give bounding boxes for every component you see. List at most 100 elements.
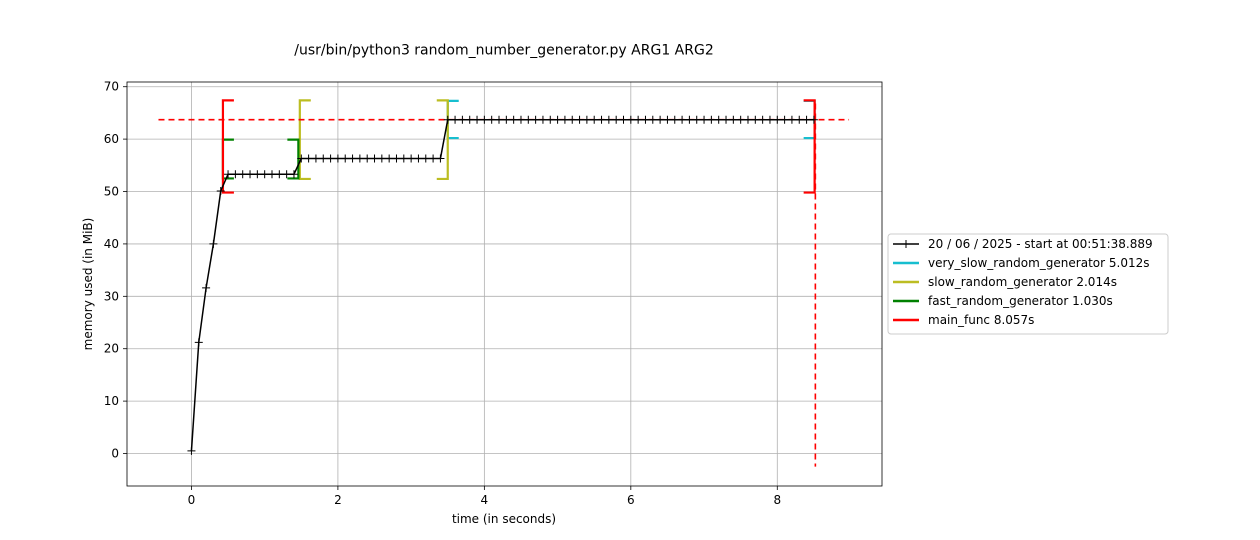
memory-sample-point	[524, 115, 533, 124]
memory-sample-point	[582, 115, 591, 124]
memory-sample-point	[187, 446, 196, 455]
memory-sample-point	[297, 154, 306, 163]
memory-sample-point	[246, 170, 255, 179]
memory-sample-point	[473, 115, 482, 124]
memory-sample-point	[641, 115, 650, 124]
memory-sample-point	[692, 115, 701, 124]
memory-sample-point	[282, 170, 291, 179]
memory-sample-point	[311, 154, 320, 163]
memory-sample-point	[604, 115, 613, 124]
legend-label: main_func 8.057s	[928, 313, 1034, 327]
x-tick-label: 4	[481, 493, 489, 507]
memory-sample-point	[685, 115, 694, 124]
memory-sample-point	[634, 115, 643, 124]
plot-frame	[126, 81, 883, 487]
memory-sample-point	[707, 115, 716, 124]
memory-sample-point	[341, 154, 350, 163]
memory-sample-point	[451, 115, 460, 124]
memory-sample-point	[194, 338, 203, 347]
bracket-start-1	[298, 99, 311, 181]
memory-sample-point	[670, 115, 679, 124]
memory-sample-point	[465, 115, 474, 124]
memory-sample-point	[546, 115, 555, 124]
memory-sample-point	[648, 115, 657, 124]
memory-sample-point	[714, 115, 723, 124]
memory-sample-point	[209, 239, 218, 248]
memory-sample-point	[326, 154, 335, 163]
memory-sample-point	[480, 115, 489, 124]
y-tick-label: 0	[111, 447, 119, 461]
memory-sample-point	[597, 115, 606, 124]
memory-sample-point	[487, 115, 496, 124]
memory-sample-point	[568, 115, 577, 124]
memory-sample-point	[700, 115, 709, 124]
y-tick-label: 50	[104, 185, 119, 199]
memory-sample-point	[348, 154, 357, 163]
memory-sample-point	[495, 115, 504, 124]
y-tick-label: 70	[104, 80, 119, 94]
grid	[127, 82, 882, 486]
memory-sample-point	[516, 115, 525, 124]
memory-sample-point	[231, 170, 240, 179]
y-tick-label: 30	[104, 289, 119, 303]
memory-sample-point	[722, 115, 731, 124]
memory-sample-point	[626, 115, 635, 124]
memory-sample-point	[267, 170, 276, 179]
memory-sample-point	[773, 115, 782, 124]
legend-label: slow_random_generator 2.014s	[928, 275, 1117, 289]
memory-sample-point	[678, 115, 687, 124]
memory-sample-point	[751, 115, 760, 124]
x-tick-label: 8	[773, 493, 781, 507]
memory-sample-point	[802, 115, 811, 124]
plot-data	[158, 99, 850, 467]
memory-sample-point	[729, 115, 738, 124]
memory-sample-point	[538, 115, 547, 124]
memory-sample-point	[780, 115, 789, 124]
y-tick-label: 60	[104, 132, 119, 146]
memory-sample-point	[319, 154, 328, 163]
memory-sample-point	[399, 154, 408, 163]
memory-sample-point	[289, 170, 298, 179]
memory-sample-point	[333, 154, 342, 163]
memory-sample-point	[795, 115, 804, 124]
memory-sample-point	[743, 115, 752, 124]
memory-sample-point	[407, 154, 416, 163]
memory-sample-point	[758, 115, 767, 124]
memory-sample-point	[531, 115, 540, 124]
memory-sample-point	[238, 170, 247, 179]
memory-sample-point	[224, 170, 233, 179]
memory-sample-point	[736, 115, 745, 124]
memory-sample-point	[787, 115, 796, 124]
memory-sample-point	[509, 115, 518, 124]
memory-sample-point	[304, 154, 313, 163]
x-axis-label: time (in seconds)	[452, 512, 556, 526]
memory-sample-point	[502, 115, 511, 124]
x-tick-label: 0	[188, 493, 196, 507]
memory-sample-point	[612, 115, 621, 124]
legend: 20 / 06 / 2025 - start at 00:51:38.889 ve…	[887, 233, 1169, 335]
legend-label: fast_random_generator 1.030s	[928, 294, 1113, 308]
bracket-end-2	[287, 138, 300, 180]
memory-sample-point	[619, 115, 628, 124]
axis-ticks: 0 2 4 6 8 0 10 20 30 40 50 60 70	[104, 80, 781, 507]
memory-sample-point	[392, 154, 401, 163]
memory-sample-point	[385, 154, 394, 163]
memory-sample-point	[363, 154, 372, 163]
memory-sample-point	[216, 186, 225, 195]
memory-sample-point	[202, 283, 211, 292]
y-axis-label: memory used (in MiB)	[81, 218, 95, 351]
memory-sample-point	[575, 115, 584, 124]
x-tick-label: 6	[627, 493, 635, 507]
memory-sample-point	[370, 154, 379, 163]
memory-sample-point	[443, 115, 452, 124]
y-tick-label: 10	[104, 394, 119, 408]
legend-frame	[887, 233, 1169, 335]
bracket-start-3	[221, 99, 234, 194]
memory-sample-point	[429, 154, 438, 163]
memory-sample-point	[377, 154, 386, 163]
memory-sample-point	[553, 115, 562, 124]
legend-marker	[902, 240, 910, 248]
memory-sample-point	[663, 115, 672, 124]
memory-sample-point	[656, 115, 665, 124]
